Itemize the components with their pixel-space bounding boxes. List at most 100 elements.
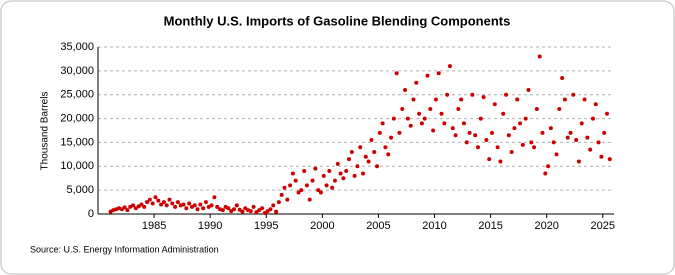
y-tick-label: 10,000 [60,160,94,172]
point [588,147,593,152]
point [153,195,158,200]
point [571,92,576,97]
point [358,145,363,150]
point [554,152,559,157]
point [414,80,419,85]
point [498,159,503,164]
point [560,76,565,81]
point [490,130,495,135]
point [229,209,234,214]
point [518,121,523,126]
point [509,149,514,154]
point [285,197,290,202]
point [492,102,497,107]
x-tick-label: 2005 [366,220,390,232]
point [400,107,405,112]
point [361,171,366,176]
point [201,206,206,211]
point [346,157,351,162]
point [607,157,612,162]
point [187,201,192,206]
point [495,145,500,150]
y-tick-label: 0 [88,208,94,220]
point [372,149,377,154]
point [520,142,525,147]
point [417,111,422,116]
point [445,92,450,97]
point [352,173,357,178]
point [540,130,545,135]
point [478,116,483,121]
point [428,107,433,112]
point [363,154,368,159]
point [302,169,307,174]
point [251,204,256,209]
point [268,207,273,212]
point [290,171,295,176]
point [145,200,150,205]
point [470,92,475,97]
point [279,192,284,197]
point [330,185,335,190]
point [481,95,486,100]
point [375,164,380,169]
point [604,111,609,116]
point [557,107,562,112]
point [464,140,469,145]
point [475,145,480,150]
point [453,133,458,138]
point [447,64,452,69]
point [212,195,217,200]
x-tick-label: 2000 [310,220,334,232]
point [386,152,391,157]
chart-title: Monthly U.S. Imports of Gasoline Blendin… [164,13,511,28]
point [590,116,595,121]
point [209,203,214,208]
point [173,204,178,209]
point [389,135,394,140]
x-tick-label: 1985 [142,220,166,232]
point [161,200,166,205]
y-tick-label: 35,000 [60,41,94,53]
point [565,135,570,140]
point [164,203,169,208]
point [304,183,309,188]
point [506,133,511,138]
point [450,126,455,131]
point [318,190,323,195]
point [122,205,127,210]
point [366,159,371,164]
point [181,202,186,207]
point [355,164,360,169]
point [243,206,248,211]
point [316,188,321,193]
point [599,154,604,159]
point [534,107,539,112]
point [593,102,598,107]
point [405,116,410,121]
point [394,71,399,76]
point [125,208,130,213]
point [184,206,189,211]
point [133,206,138,211]
point [321,173,326,178]
point [596,140,601,145]
point [310,178,315,183]
point [523,116,528,121]
point [403,87,408,92]
point [422,116,427,121]
point [344,169,349,174]
point [397,130,402,135]
point [332,178,337,183]
point [240,209,245,214]
point [220,208,225,213]
point [324,183,329,188]
point [198,202,203,207]
point [562,97,567,102]
point [341,176,346,181]
point [602,130,607,135]
point [232,207,237,212]
point [439,111,444,116]
point [576,159,581,164]
